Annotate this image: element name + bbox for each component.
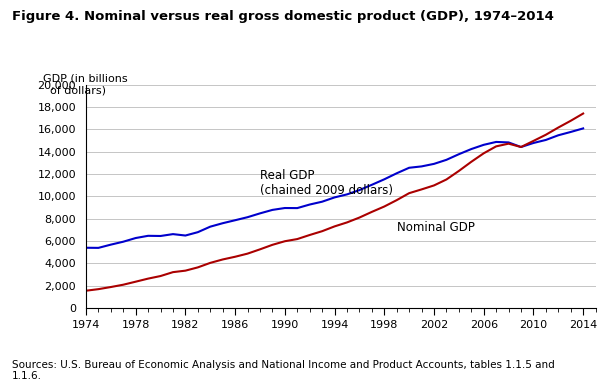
Text: Real GDP
(chained 2009 dollars): Real GDP (chained 2009 dollars) [260,169,393,197]
Text: GDP (in billions
  of dollars): GDP (in billions of dollars) [42,74,127,95]
Text: Figure 4. Nominal versus real gross domestic product (GDP), 1974–2014: Figure 4. Nominal versus real gross dome… [12,10,554,23]
Text: Nominal GDP: Nominal GDP [397,221,475,234]
Text: Sources: U.S. Bureau of Economic Analysis and National Income and Product Accoun: Sources: U.S. Bureau of Economic Analysi… [12,360,555,381]
